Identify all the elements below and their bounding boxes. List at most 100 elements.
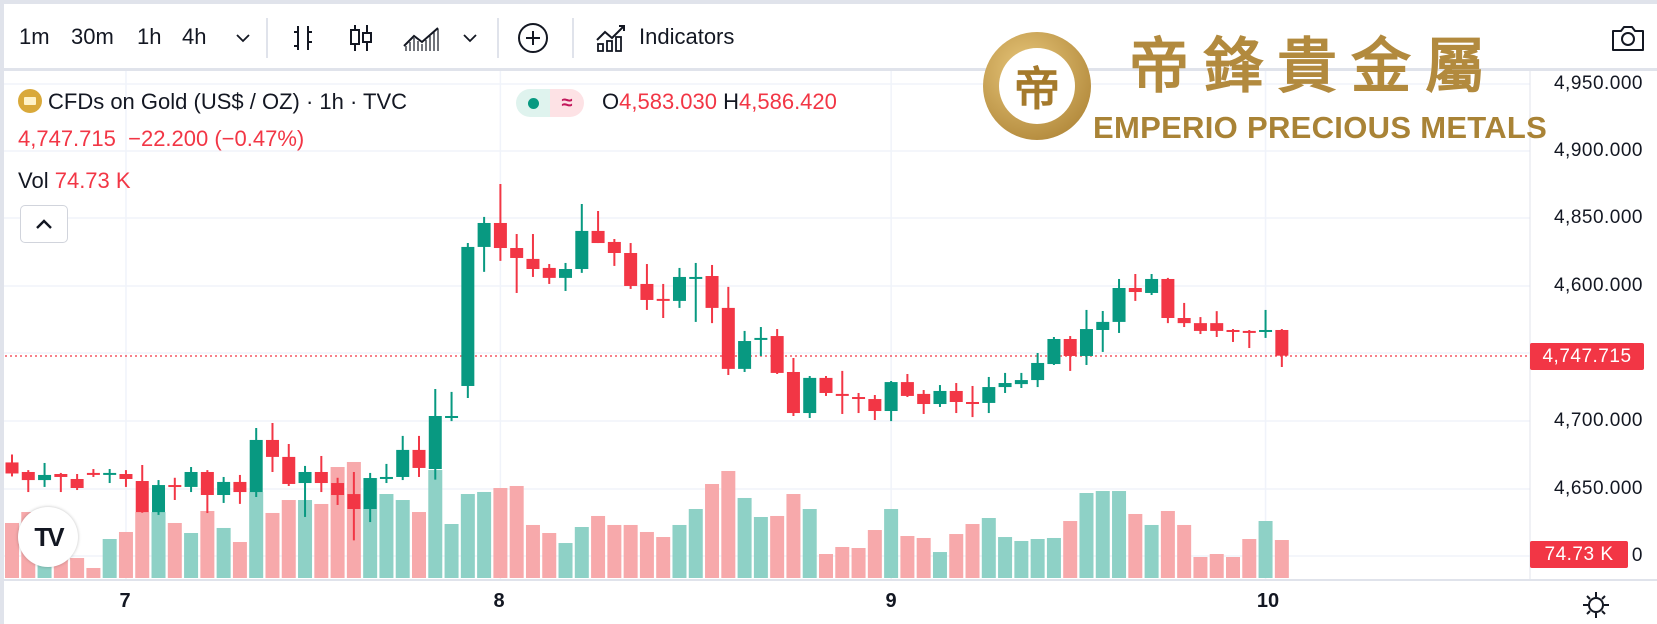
candle [445,391,459,422]
interval-1h[interactable]: 1h [137,24,162,49]
candle-body [135,481,149,513]
candle [998,372,1012,393]
delayed-data-icon: ≈ [550,89,584,117]
collapse-legend-button[interactable] [20,205,68,243]
candle [559,262,573,291]
volume-bar [167,522,182,578]
candle-body [607,241,621,253]
candle [542,264,556,284]
volume-bar [1112,491,1127,578]
candle-body [184,471,198,487]
candle-body [298,471,312,484]
volume-bar [802,509,817,578]
gold-symbol-icon [18,89,42,113]
candle-body [70,478,84,489]
candle [5,454,19,477]
candle-body [656,298,670,301]
candle-body [689,276,703,279]
candle-body [1145,278,1159,293]
candle [103,469,117,484]
volume-bar [998,537,1013,578]
volume-bar [932,552,947,578]
volume-bar [1079,492,1094,578]
price-axis-label: 4,900.000 [1553,140,1643,161]
indicators-button[interactable]: Indicators [639,24,735,49]
settings-sun-icon[interactable] [1581,590,1611,620]
volume-bar [1128,513,1143,578]
candle [1242,329,1256,349]
candle [265,422,279,472]
symbol-title[interactable]: CFDs on Gold (US$ / OZ) · 1h · TVC [48,89,408,114]
candle [86,469,100,477]
candle [1096,311,1110,352]
volume-bar [542,533,557,578]
candle [754,327,768,356]
top-toolbar: 1m 30m 1h 4h Indicators [0,4,1657,71]
camera-icon[interactable] [1609,22,1647,54]
interval-1m[interactable]: 1m [19,24,50,49]
candles [5,183,1289,541]
price-axis-label: 4,600.000 [1553,275,1643,296]
candle [477,216,491,272]
market-status-pill[interactable]: ≈ [516,89,584,117]
candlestick-icon[interactable] [344,22,378,54]
candle-body [786,371,800,414]
volume-bar [70,558,85,578]
candle [966,385,980,418]
volume-bar [672,524,687,578]
candle-body [86,472,100,475]
volume-bar [591,515,606,578]
candle-body [591,230,605,244]
chevron-down-icon[interactable] [453,22,487,54]
price-axis-label: 0 [1631,545,1643,566]
candle-body [721,307,735,369]
logo-english-text: EMPERIO PRECIOUS METALS [1093,110,1548,145]
candle [1014,372,1028,388]
price-change: −22.200 (−0.47%) [128,126,305,151]
candle [900,374,914,398]
tradingview-logo[interactable]: TV [18,507,78,567]
time-axis-label: 7 [119,590,131,612]
symbol-legend: CFDs on Gold (US$ / OZ) · 1h · TVC [18,88,407,116]
candle-body [982,387,996,403]
candle [1193,317,1207,335]
volume-bar [574,527,589,578]
interval-30m[interactable]: 30m [71,24,114,49]
chevron-down-icon[interactable] [226,22,260,54]
price-axis-label: 4,650.000 [1553,478,1643,499]
price-axis-label: 4,950.000 [1553,73,1643,94]
candle [1145,273,1159,295]
interval-4h[interactable]: 4h [182,24,207,49]
plus-circle-icon[interactable] [516,22,550,54]
candle [1079,309,1093,365]
candle-body [933,390,947,405]
volume-bar [819,554,833,578]
candle [933,385,947,407]
chevron-up-icon [36,219,52,229]
candle-body [510,248,524,258]
indicators-icon[interactable] [594,22,628,54]
candle [672,267,686,308]
candle [1047,336,1061,365]
candle [786,357,800,416]
volume-bar [184,533,199,578]
current-price-tag: 4,747.715 [1530,343,1644,370]
bar-chart-icon[interactable] [286,22,320,54]
toolbar-divider [497,18,499,58]
volume-bar [281,500,296,578]
candle-body [428,415,442,470]
candle [331,477,345,505]
candle [949,383,963,414]
candle [152,480,166,515]
candle [119,470,133,487]
candle [1128,273,1142,301]
area-chart-icon[interactable] [402,22,442,54]
candle-body [966,401,980,404]
candle-body [379,476,393,479]
candle-body [38,474,52,481]
volume-bar [1209,554,1224,578]
candle-body [1226,329,1240,332]
candle [1063,336,1077,371]
volume-bar [525,524,540,578]
